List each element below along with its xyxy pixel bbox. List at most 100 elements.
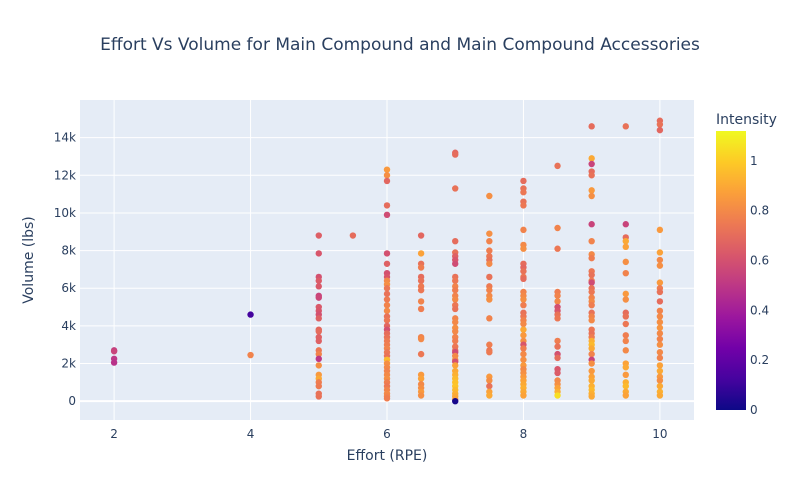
data-points	[110, 117, 664, 405]
scatter-point	[622, 364, 629, 371]
scatter-point	[588, 123, 595, 130]
scatter-point	[417, 305, 425, 313]
scatter-point	[588, 237, 595, 245]
scatter-point	[417, 250, 425, 257]
scatter-point	[554, 292, 561, 299]
scatter-point	[383, 172, 391, 179]
scatter-point	[315, 294, 322, 301]
scatter-point	[588, 160, 595, 168]
scatter-point	[656, 256, 664, 264]
scatter-point	[520, 275, 527, 283]
scatter-point	[588, 279, 595, 286]
scatter-point	[656, 313, 664, 320]
scatter-point	[622, 382, 629, 390]
y-tick-label: 10k	[54, 206, 76, 220]
scatter-point	[622, 269, 629, 277]
scatter-point	[656, 226, 664, 234]
scatter-point	[315, 382, 322, 390]
scatter-point	[315, 283, 322, 290]
scatter-point	[656, 392, 664, 399]
scatter-point	[554, 298, 561, 305]
scatter-point	[622, 258, 629, 266]
scatter-point	[383, 395, 391, 402]
scatter-point	[486, 247, 493, 254]
scatter-point	[383, 211, 391, 219]
colorbar-title: Intensity	[716, 112, 777, 128]
scatter-point	[349, 232, 357, 239]
scatter-point	[554, 224, 561, 232]
scatter-point	[588, 345, 595, 352]
scatter-point	[656, 377, 664, 384]
scatter-point	[656, 126, 664, 134]
scatter-point	[656, 367, 664, 375]
scatter-point	[622, 243, 629, 251]
scatter-point	[452, 296, 459, 303]
scatter-point	[383, 202, 391, 209]
scatter-point	[486, 230, 493, 237]
scatter-point	[486, 377, 493, 384]
scatter-point	[554, 369, 561, 377]
scatter-point	[417, 277, 425, 284]
scatter-point	[452, 328, 459, 335]
scatter-point	[622, 337, 629, 345]
scatter-point	[383, 250, 391, 257]
scatter-point	[383, 317, 391, 324]
scatter-point	[554, 343, 561, 350]
scatter-point	[656, 341, 664, 348]
scatter-point	[452, 237, 459, 245]
scatter-point	[247, 351, 254, 359]
y-tick-label: 8k	[61, 244, 76, 258]
scatter-point	[452, 286, 459, 294]
scatter-point	[486, 192, 493, 200]
scatter-point	[520, 326, 527, 333]
scatter-point	[622, 123, 629, 130]
scatter-point	[383, 290, 391, 298]
scatter-point	[622, 313, 629, 320]
scatter-point	[417, 375, 425, 382]
y-tick-label: 12k	[54, 168, 76, 182]
scatter-point	[588, 271, 595, 279]
scatter-point	[486, 315, 493, 322]
scatter-point	[315, 337, 322, 345]
scatter-point	[656, 335, 664, 343]
colorbar-gradient	[716, 131, 746, 410]
scatter-point	[486, 382, 493, 390]
scatter-point	[588, 350, 595, 358]
colorbar-ticks: 0 0.2 0.4 0.6 0.8 1	[750, 154, 769, 417]
scatter-point	[520, 301, 527, 309]
scatter-point	[315, 362, 322, 369]
scatter-point	[520, 189, 527, 196]
y-tick-label: 4k	[61, 319, 76, 333]
y-tick-label: 14k	[54, 131, 76, 145]
scatter-point	[656, 121, 664, 128]
scatter-point	[315, 328, 322, 335]
scatter-point	[315, 355, 322, 363]
scatter-point	[622, 296, 629, 303]
scatter-point	[520, 332, 527, 339]
y-tick-label: 6k	[61, 281, 76, 295]
scatter-point	[417, 335, 425, 343]
scatter-point	[486, 296, 493, 303]
x-tick-label: 6	[383, 427, 391, 441]
scatter-point	[588, 288, 595, 296]
colorbar: Intensity 0 0.2 0.4 0.6 0.8 1	[716, 112, 777, 417]
scatter-point	[656, 362, 664, 369]
scatter-point	[656, 318, 664, 326]
scatter-point	[452, 305, 459, 313]
colorbar-tick-label: 0.6	[750, 254, 769, 268]
scatter-point	[247, 311, 254, 318]
scatter-point	[486, 286, 493, 294]
scatter-point	[452, 362, 459, 369]
scatter-point	[452, 277, 459, 284]
scatter-point	[588, 393, 595, 400]
y-axis-ticks: 0 2k 4k 6k 8k 10k 12k 14k	[54, 131, 76, 409]
scatter-point	[520, 345, 527, 352]
scatter-point	[520, 320, 527, 328]
scatter-point	[452, 151, 459, 158]
scatter-point	[520, 350, 527, 358]
scatter-point	[656, 279, 664, 286]
scatter-point	[110, 359, 118, 366]
scatter-point	[452, 185, 459, 192]
scatter-point	[417, 298, 425, 305]
